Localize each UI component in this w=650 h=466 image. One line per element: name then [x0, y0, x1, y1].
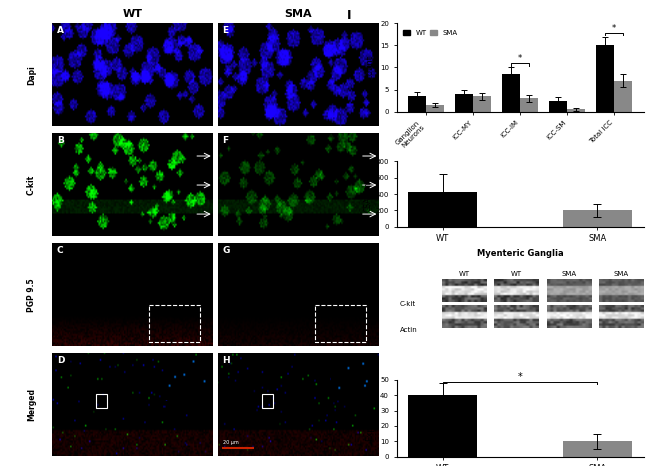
Text: SMA: SMA — [562, 271, 577, 277]
Text: WT: WT — [123, 9, 143, 19]
Bar — [520, 98, 538, 112]
Bar — [614, 81, 632, 112]
Text: IM: IM — [381, 183, 388, 187]
Bar — [315, 305, 366, 342]
Text: C-kit: C-kit — [27, 175, 36, 195]
Bar — [549, 101, 567, 112]
Text: A: A — [57, 27, 64, 35]
Text: I: I — [347, 9, 352, 22]
Y-axis label: Expression: Expression — [365, 395, 374, 441]
Text: E: E — [222, 27, 229, 35]
Text: C: C — [57, 246, 64, 255]
Bar — [473, 96, 491, 112]
Bar — [426, 105, 444, 112]
Text: 20 μm: 20 μm — [223, 439, 239, 445]
Text: J: J — [343, 148, 347, 161]
Text: SMA: SMA — [614, 271, 629, 277]
Text: Actin: Actin — [400, 327, 417, 333]
Text: *: * — [517, 372, 523, 382]
Text: SMA: SMA — [285, 9, 312, 19]
Text: Dapi: Dapi — [27, 65, 36, 85]
Bar — [96, 395, 107, 408]
Bar — [408, 192, 478, 226]
Legend: WT, SMA: WT, SMA — [400, 27, 460, 38]
Y-axis label: Count: Count — [365, 55, 374, 80]
Bar — [567, 110, 585, 112]
Text: Merged: Merged — [27, 388, 36, 421]
Text: MY: MY — [215, 153, 224, 158]
Text: SM: SM — [381, 212, 390, 217]
Bar — [502, 74, 520, 112]
Text: WT: WT — [511, 271, 522, 277]
Text: K: K — [347, 262, 357, 275]
Text: F: F — [222, 137, 229, 145]
Text: PGP 9.5: PGP 9.5 — [27, 278, 36, 312]
Bar — [149, 305, 200, 342]
Text: SM: SM — [215, 212, 224, 217]
Text: IM: IM — [215, 183, 222, 187]
Bar — [597, 45, 614, 112]
X-axis label: Myenteric Ganglia: Myenteric Ganglia — [476, 249, 564, 258]
Text: D: D — [57, 356, 64, 365]
Text: *: * — [518, 55, 522, 63]
Bar — [563, 210, 632, 226]
Text: G: G — [222, 246, 230, 255]
Text: *: * — [612, 24, 616, 33]
Bar — [455, 94, 473, 112]
Text: H: H — [222, 356, 230, 365]
Text: WT: WT — [459, 271, 470, 277]
Text: B: B — [57, 137, 64, 145]
Bar — [408, 96, 426, 112]
Text: L: L — [343, 366, 350, 379]
Y-axis label: CSA(μm²): CSA(μm²) — [363, 176, 372, 212]
Text: C-kit: C-kit — [400, 301, 416, 307]
Bar — [408, 395, 478, 457]
Text: MY: MY — [381, 153, 390, 158]
Bar — [563, 441, 632, 457]
Bar — [262, 395, 273, 408]
